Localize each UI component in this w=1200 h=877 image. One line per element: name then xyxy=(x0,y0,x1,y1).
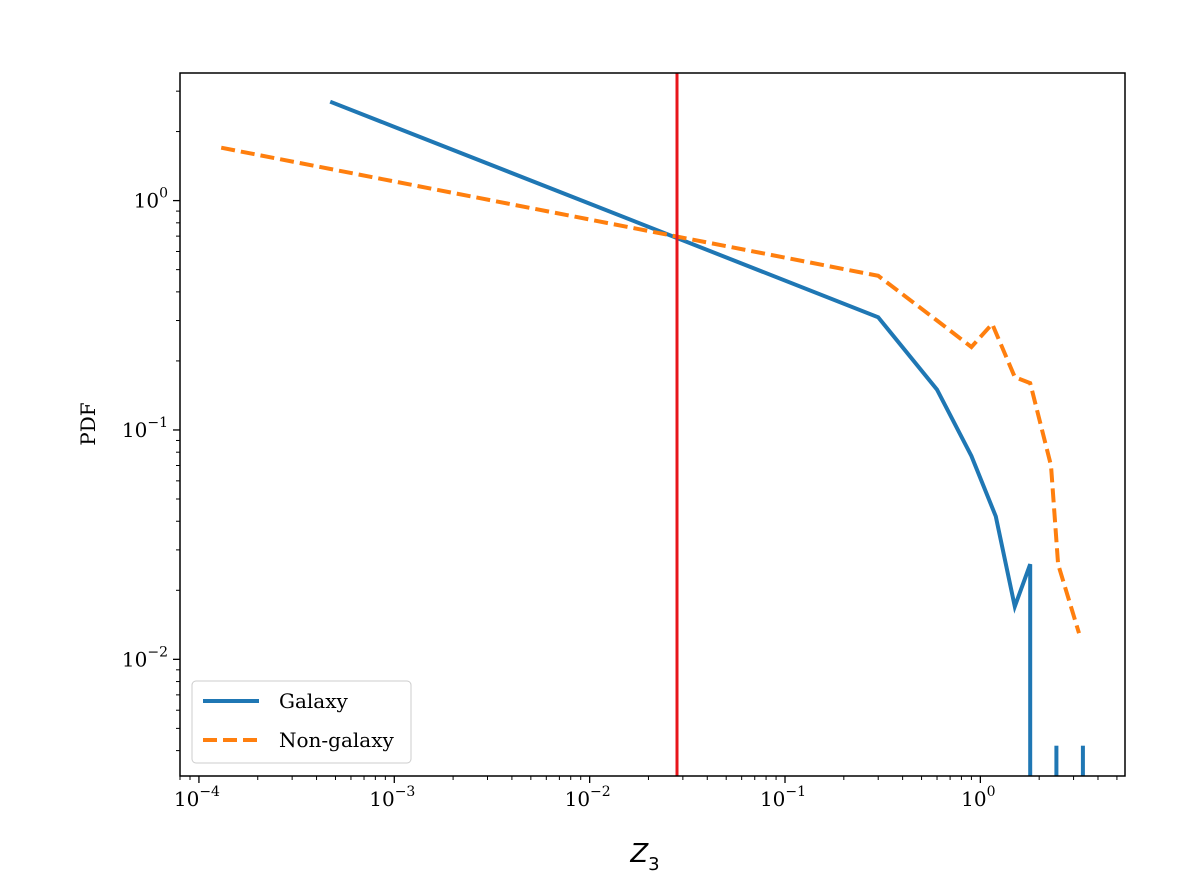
y-tick-label: 10−2 xyxy=(122,644,168,671)
y-axis-label: PDF xyxy=(76,402,100,445)
x-axis-label: Z3 xyxy=(629,839,659,875)
x-tick-label: 10−4 xyxy=(174,784,220,811)
x-tick-label: 100 xyxy=(961,784,995,811)
series-layer xyxy=(220,99,1085,776)
series-line-non-galaxy xyxy=(220,145,1081,634)
x-axis-label-main: Z xyxy=(629,839,649,869)
x-tick-label: 10−2 xyxy=(565,784,611,811)
x-tick-label: 10−1 xyxy=(760,784,806,811)
ticks-layer: 10−4 10−3 10−2 10−1 100 10−2 10−1 100 xyxy=(122,90,1118,811)
plot-area xyxy=(180,73,1125,776)
y-tick-label: 100 xyxy=(134,186,168,213)
x-tick-label: 10−3 xyxy=(369,784,415,811)
legend-label-non-galaxy: Non-galaxy xyxy=(279,728,395,752)
legend-label-galaxy: Galaxy xyxy=(279,689,349,713)
plot-frame xyxy=(179,72,1126,777)
y-tick-label: 10−1 xyxy=(122,415,168,442)
series-line-galaxy xyxy=(329,99,1033,776)
legend: Galaxy Non-galaxy xyxy=(191,680,412,764)
x-axis-label-subscript: 3 xyxy=(648,854,659,875)
